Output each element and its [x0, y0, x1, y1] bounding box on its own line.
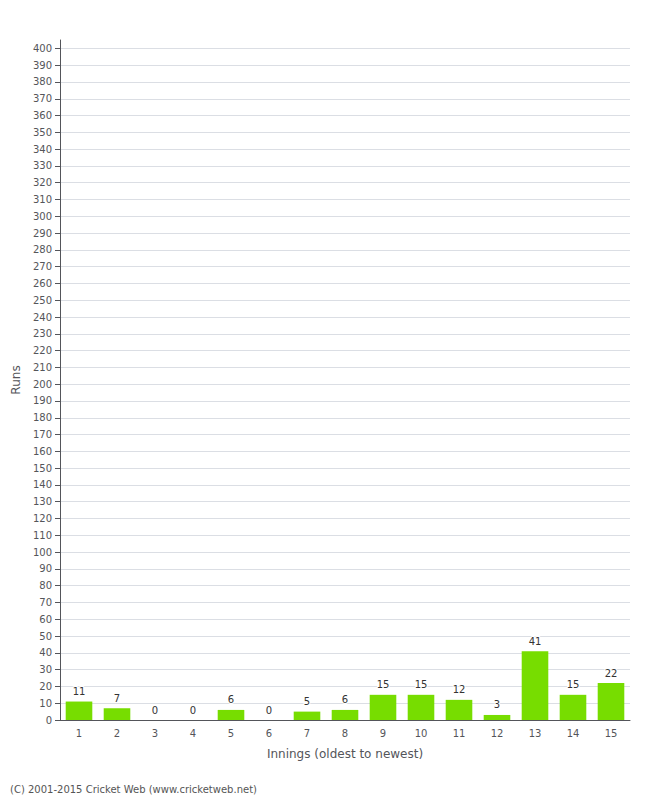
svg-text:140: 140 — [33, 479, 52, 490]
svg-text:190: 190 — [33, 395, 52, 406]
svg-text:200: 200 — [33, 379, 52, 390]
svg-text:6: 6 — [266, 728, 272, 739]
svg-text:7: 7 — [304, 728, 310, 739]
svg-text:8: 8 — [342, 728, 348, 739]
svg-text:15: 15 — [605, 728, 618, 739]
svg-text:210: 210 — [33, 362, 52, 373]
svg-text:11: 11 — [73, 686, 86, 697]
svg-text:230: 230 — [33, 328, 52, 339]
svg-text:41: 41 — [529, 636, 542, 647]
svg-text:150: 150 — [33, 463, 52, 474]
svg-text:12: 12 — [453, 684, 466, 695]
svg-text:90: 90 — [39, 563, 52, 574]
svg-text:9: 9 — [380, 728, 386, 739]
svg-text:15: 15 — [377, 679, 390, 690]
svg-text:120: 120 — [33, 513, 52, 524]
svg-text:400: 400 — [33, 43, 52, 54]
svg-text:6: 6 — [228, 694, 234, 705]
svg-text:14: 14 — [567, 728, 580, 739]
svg-text:360: 360 — [33, 110, 52, 121]
svg-text:5: 5 — [304, 696, 310, 707]
svg-text:2: 2 — [114, 728, 120, 739]
svg-text:370: 370 — [33, 93, 52, 104]
svg-text:70: 70 — [39, 597, 52, 608]
svg-text:60: 60 — [39, 614, 52, 625]
svg-text:50: 50 — [39, 631, 52, 642]
svg-text:110: 110 — [33, 530, 52, 541]
svg-text:240: 240 — [33, 312, 52, 323]
svg-text:280: 280 — [33, 244, 52, 255]
svg-text:0: 0 — [190, 705, 196, 716]
svg-text:13: 13 — [529, 728, 542, 739]
svg-text:3: 3 — [152, 728, 158, 739]
svg-text:380: 380 — [33, 76, 52, 87]
svg-text:330: 330 — [33, 160, 52, 171]
svg-text:40: 40 — [39, 647, 52, 658]
svg-text:22: 22 — [605, 668, 618, 679]
svg-text:1: 1 — [76, 728, 82, 739]
svg-text:160: 160 — [33, 446, 52, 457]
svg-text:5: 5 — [228, 728, 234, 739]
svg-text:390: 390 — [33, 60, 52, 71]
svg-text:350: 350 — [33, 127, 52, 138]
svg-text:220: 220 — [33, 345, 52, 356]
svg-text:6: 6 — [342, 694, 348, 705]
svg-text:100: 100 — [33, 547, 52, 558]
svg-text:7: 7 — [114, 693, 120, 704]
svg-text:180: 180 — [33, 412, 52, 423]
svg-text:(C) 2001-2015 Cricket Web (www: (C) 2001-2015 Cricket Web (www.cricketwe… — [10, 784, 257, 795]
svg-text:20: 20 — [39, 681, 52, 692]
svg-text:300: 300 — [33, 211, 52, 222]
svg-text:30: 30 — [39, 664, 52, 675]
svg-text:15: 15 — [567, 679, 580, 690]
svg-text:0: 0 — [46, 715, 52, 726]
svg-text:3: 3 — [494, 699, 500, 710]
svg-text:10: 10 — [39, 698, 52, 709]
svg-text:290: 290 — [33, 228, 52, 239]
svg-text:Innings (oldest to newest): Innings (oldest to newest) — [267, 747, 423, 761]
svg-text:260: 260 — [33, 278, 52, 289]
svg-text:130: 130 — [33, 496, 52, 507]
svg-text:270: 270 — [33, 261, 52, 272]
svg-text:0: 0 — [266, 705, 272, 716]
svg-text:11: 11 — [453, 728, 466, 739]
svg-text:10: 10 — [415, 728, 428, 739]
svg-text:340: 340 — [33, 144, 52, 155]
svg-text:310: 310 — [33, 194, 52, 205]
svg-text:15: 15 — [415, 679, 428, 690]
svg-text:80: 80 — [39, 580, 52, 591]
svg-text:250: 250 — [33, 295, 52, 306]
svg-text:0: 0 — [152, 705, 158, 716]
svg-text:12: 12 — [491, 728, 504, 739]
svg-text:320: 320 — [33, 177, 52, 188]
svg-text:Runs: Runs — [9, 365, 23, 394]
svg-text:170: 170 — [33, 429, 52, 440]
svg-text:4: 4 — [190, 728, 196, 739]
